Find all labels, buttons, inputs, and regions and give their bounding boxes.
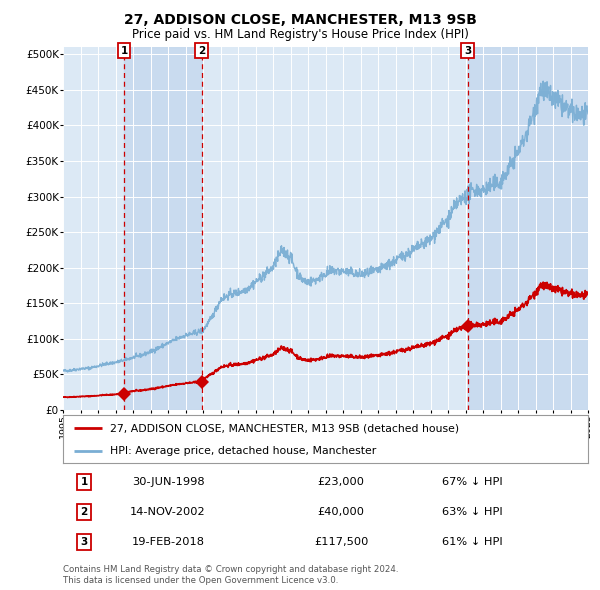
Text: £117,500: £117,500: [314, 537, 368, 547]
Text: HPI: Average price, detached house, Manchester: HPI: Average price, detached house, Manc…: [110, 446, 377, 456]
Text: Contains HM Land Registry data © Crown copyright and database right 2024.
This d: Contains HM Land Registry data © Crown c…: [63, 565, 398, 585]
Text: 1: 1: [80, 477, 88, 487]
Text: 14-NOV-2002: 14-NOV-2002: [130, 507, 206, 517]
Text: Price paid vs. HM Land Registry's House Price Index (HPI): Price paid vs. HM Land Registry's House …: [131, 28, 469, 41]
Text: 63% ↓ HPI: 63% ↓ HPI: [442, 507, 503, 517]
Text: 30-JUN-1998: 30-JUN-1998: [131, 477, 205, 487]
Text: 3: 3: [80, 537, 88, 547]
Text: £23,000: £23,000: [318, 477, 365, 487]
Bar: [467, 47, 588, 410]
Text: 61% ↓ HPI: 61% ↓ HPI: [442, 537, 503, 547]
Text: 3: 3: [464, 46, 472, 56]
Text: 67% ↓ HPI: 67% ↓ HPI: [442, 477, 503, 487]
Text: 27, ADDISON CLOSE, MANCHESTER, M13 9SB (detached house): 27, ADDISON CLOSE, MANCHESTER, M13 9SB (…: [110, 423, 460, 433]
Bar: [124, 47, 202, 410]
Text: 27, ADDISON CLOSE, MANCHESTER, M13 9SB: 27, ADDISON CLOSE, MANCHESTER, M13 9SB: [124, 13, 476, 27]
Text: 19-FEB-2018: 19-FEB-2018: [131, 537, 205, 547]
Text: £40,000: £40,000: [318, 507, 365, 517]
Text: 1: 1: [121, 46, 128, 56]
Text: 2: 2: [80, 507, 88, 517]
Text: 2: 2: [198, 46, 205, 56]
